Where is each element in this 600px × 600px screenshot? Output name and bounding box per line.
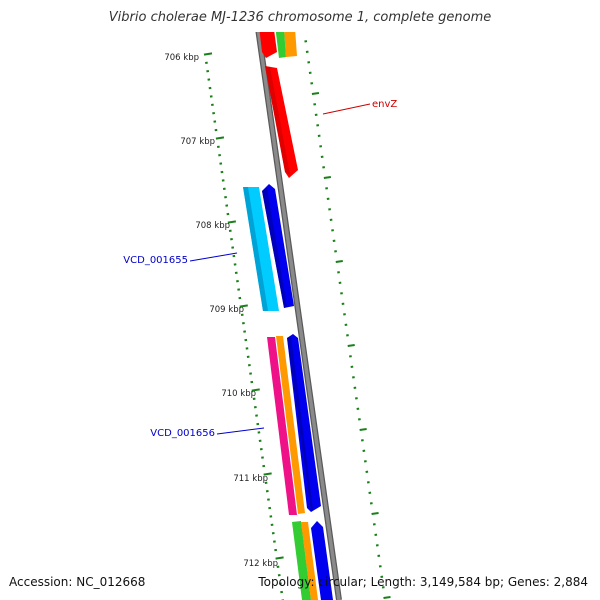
gene-label-VCD_001655: VCD_001655 <box>123 252 238 266</box>
major-tick <box>227 220 237 224</box>
gene-feature-orange-3 <box>301 522 318 600</box>
gene-feature-green <box>275 32 286 58</box>
major-tick <box>335 259 343 263</box>
major-tick <box>300 9 307 10</box>
tick-label-711: 711 kbp <box>233 474 268 484</box>
tick-label-708: 708 kbp <box>195 221 230 231</box>
major-tick <box>263 472 272 476</box>
major-tick <box>359 427 367 431</box>
gene-feature-green-2 <box>292 521 311 600</box>
gene-feature-orange-2 <box>276 336 305 514</box>
gene-feature-orange <box>284 32 297 57</box>
tick-label-707: 707 kbp <box>180 137 215 147</box>
feature-block-2 <box>265 66 298 178</box>
tick-labels: 706 kbp 707 kbp 708 kbp 709 kbp 710 kbp … <box>164 53 278 569</box>
gene-label-VCD_001656-text: VCD_001656 <box>150 428 215 439</box>
major-tick <box>275 556 284 560</box>
gene-label-VCD_001656: VCD_001656 <box>150 427 265 439</box>
gene-feature-red <box>259 32 277 58</box>
feature-block-5 <box>292 521 333 600</box>
feature-block-1 <box>259 32 297 58</box>
accession-text: Accession: NC_012668 <box>9 575 146 589</box>
major-tick <box>323 175 332 179</box>
genome-summary-text: Topology: circular; Length: 3,149,584 bp… <box>258 575 588 589</box>
map-title: Vibrio cholerae MJ-1236 chromosome 1, co… <box>108 10 492 25</box>
major-tick <box>347 343 355 347</box>
tick-label-712: 712 kbp <box>243 559 278 569</box>
major-tick <box>251 388 260 392</box>
major-tick <box>239 304 248 308</box>
chromosome-backbone <box>255 32 342 600</box>
tick-label-709: 709 kbp <box>209 305 244 315</box>
feature-block-4 <box>267 334 321 515</box>
major-tick <box>215 136 225 140</box>
gene-label-envZ: envZ <box>322 99 397 115</box>
tick-label-706: 706 kbp <box>164 53 199 63</box>
gene-feature-blue-3 <box>311 521 333 600</box>
gene-feature-pink <box>267 337 297 515</box>
gene-label-VCD_001655-text: VCD_001655 <box>123 255 188 266</box>
major-tick <box>371 511 379 515</box>
major-tick <box>203 52 213 56</box>
major-tick <box>311 91 320 95</box>
feature-block-3 <box>243 184 294 311</box>
major-tick <box>383 595 391 599</box>
tick-label-710: 710 kbp <box>221 389 256 399</box>
outer-tick-scale <box>300 9 391 599</box>
inner-tick-scale <box>203 52 284 600</box>
gene-label-envZ-text: envZ <box>372 99 397 110</box>
